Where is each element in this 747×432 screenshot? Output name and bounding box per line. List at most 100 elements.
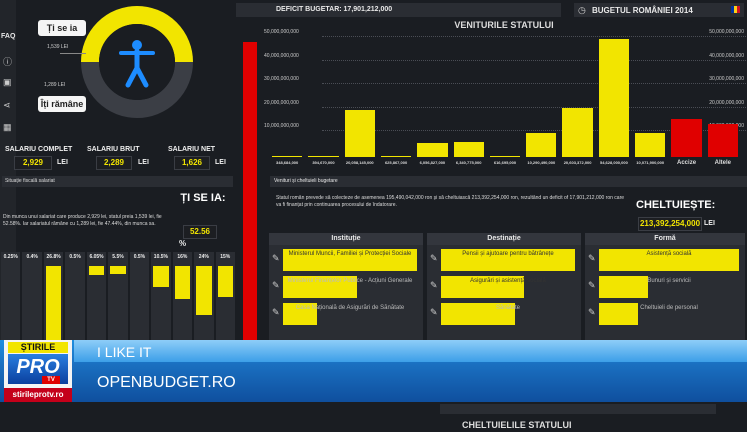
spending-label: Bunuri și servicii [647,278,691,284]
tax-bar[interactable] [196,266,212,315]
y-tick-label: 50,000,000,000 [264,29,299,35]
salariu-complet-input[interactable]: 2,929 [14,156,52,170]
tax-bar-label: 0.5% [133,254,146,260]
situatie-fiscala-bar: Situație fiscală salariat [2,176,233,187]
revenue-bar[interactable] [453,142,484,157]
ia-value: 1,539 LEI [47,44,69,50]
spending-label: Asistență socială [646,251,692,257]
spending-bar[interactable] [283,249,417,271]
spending-bar[interactable] [283,276,357,298]
edit-icon[interactable]: ✎ [430,307,438,317]
buget-title-bar: ◷ BUGETUL ROMÂNIEI 2014 [574,3,744,17]
x-tick-label: 394,670,000 [312,160,335,165]
romania-flag-icon[interactable] [731,6,740,13]
revenue-bar[interactable] [671,119,702,157]
percent-sign: % [179,239,187,248]
spending-label: Cheltuieli de personal [640,305,698,311]
tax-bar[interactable] [153,266,169,288]
lei-unit-3: LEI [215,159,226,166]
spending-label: Sănătate [495,305,521,311]
y-tick-label: 40,000,000,000 [264,52,299,59]
edit-icon[interactable]: ✎ [430,280,438,290]
connector-line [60,53,86,54]
y-tick-label: 30,000,000,000 [264,76,299,83]
grid-line [322,106,746,108]
tax-bar[interactable] [174,266,191,299]
edit-icon[interactable]: ✎ [272,253,280,263]
revenue-bar[interactable] [526,132,557,157]
grid-icon[interactable]: ▦ [3,122,12,132]
share-icon[interactable]: ⋖ [3,100,11,110]
x-tick-label: 616,695,000 [493,160,517,165]
tab-destinatie[interactable]: Destinație [427,233,581,245]
tax-bar-label: 0.5% [69,254,81,260]
person-icon [117,38,157,88]
spending-bar[interactable] [283,303,317,325]
revenue-bar[interactable] [272,156,303,157]
spending-bar[interactable] [441,303,515,325]
spending-bar[interactable] [599,249,739,271]
tax-bar[interactable] [217,266,233,298]
revenue-bar[interactable] [635,133,666,157]
revenue-bar[interactable] [308,156,339,157]
x-tick-label: 6,340,775,000 [455,160,482,165]
edit-icon[interactable]: ✎ [272,307,280,317]
tax-bar-column [1,252,21,340]
tax-bar[interactable] [88,266,105,275]
revenue-bar[interactable] [380,155,412,157]
ti-se-ia-label: Ți se ia [38,20,86,36]
grid-line [322,83,746,85]
revenue-bar[interactable] [417,142,448,157]
edit-icon[interactable]: ✎ [272,280,280,290]
save-icon[interactable]: ▣ [3,77,12,87]
ramane-value: 1,289 LEI [44,82,66,88]
revenue-chart: VENITURILE STATULUI 50,000,000,000 50,000… [262,20,746,173]
tax-bar-label: 0.4% [26,254,38,260]
chart-title: VENITURILE STATULUI [454,20,554,30]
tax-bar[interactable] [45,266,62,340]
tab-institutie[interactable]: Instituție [269,233,423,245]
spending-bar[interactable] [441,249,575,271]
cheltuieste-label: CHELTUIEȘTE: [636,199,716,211]
revenue-bar[interactable] [562,108,593,157]
ti-se-ia-percent: 52.56 [183,225,217,239]
edit-icon[interactable]: ✎ [430,253,438,263]
deficit-bar: DEFICIT BUGETAR: 17,901,212,000 [236,3,561,17]
salariu-brut-label: SALARIU BRUT [87,146,140,153]
stirile-pro-tv-logo: ȘTIRILE PRO TV stirileprotv.ro [4,340,72,402]
salariu-net-value: 1,626 [174,156,210,170]
faq-link[interactable]: FAQ [1,33,16,40]
salariu-net-label: SALARIU NET [168,146,216,153]
deficit-text: DEFICIT BUGETAR: 17,901,212,000 [276,6,393,13]
spending-label: Pensii și ajutoare pentru bătrânețe [462,251,554,257]
edit-icon[interactable]: ✎ [588,280,596,290]
spending-label: Ministerul Muncii, Familiei și Protecție… [288,251,412,257]
spending-label: Asigurări și asistență socială [470,278,546,284]
tax-bar[interactable] [110,266,126,275]
tax-bar-label: 24% [198,254,209,260]
cheltuielile-title: CHELTUIELILE STATULUI [462,420,572,430]
spending-bar[interactable] [599,303,639,325]
edit-icon[interactable]: ✎ [588,253,596,263]
ticker-line-1: I LIKE IT [97,344,152,360]
tax-bar-label: 6.05% [89,254,104,260]
y-tick-label: 10,000,000,000 [264,123,299,130]
venituri-cheltuieli-bar: Venituri și cheltuieli bugetare [270,176,747,187]
tax-bar-label: 26.8% [46,254,61,260]
salariu-brut-value: 2,289 [96,156,132,170]
tax-bar-label: 16% [177,254,188,260]
logo-site: stirileprotv.ro [4,388,72,402]
revenue-bar[interactable] [344,109,375,157]
tax-bar-column [22,252,42,340]
tab-forma[interactable]: Formă [585,233,745,245]
revenue-bar[interactable] [707,123,738,157]
x-tick-label: 625,867,000 [384,160,408,165]
forma-column: Formă ✎ Asistență socială ✎ Bunuri și servi… [585,233,745,340]
revenue-bar[interactable] [489,155,521,157]
tax-bar-label: 0.25% [3,254,18,260]
spending-bar[interactable] [441,276,525,298]
edit-icon[interactable]: ✎ [588,307,596,317]
spending-bar[interactable] [599,276,648,298]
revenue-bar[interactable] [598,39,630,157]
info-icon[interactable]: ⓘ [3,57,13,67]
